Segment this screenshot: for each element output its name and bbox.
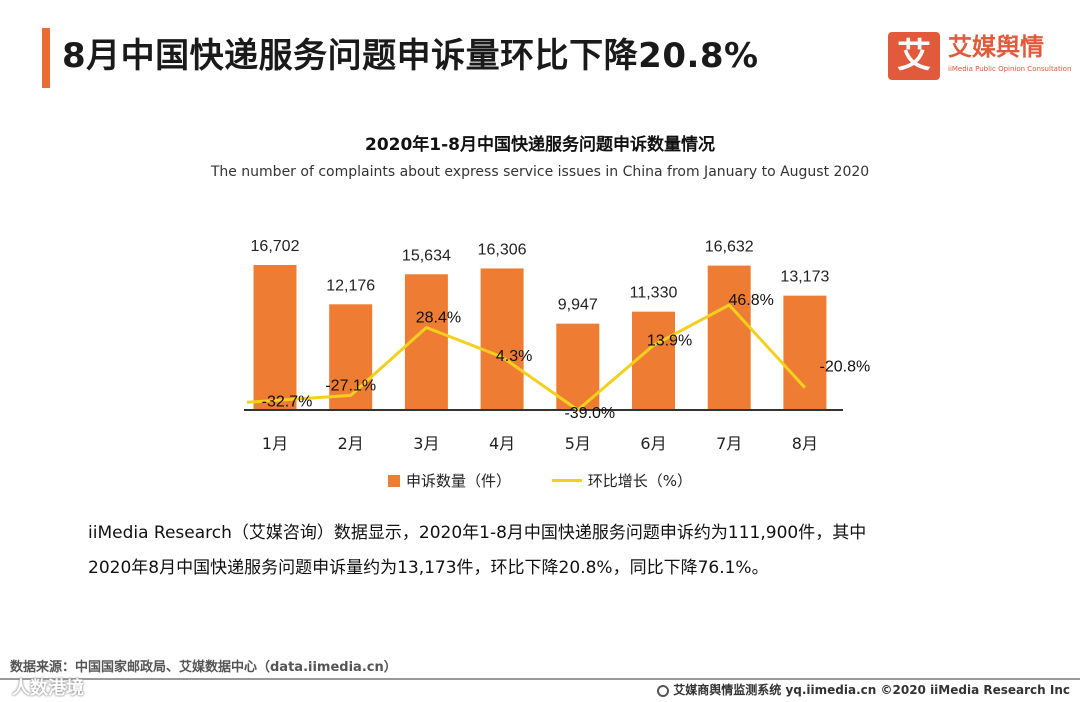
- bar-8: [783, 295, 827, 410]
- bar-5: [556, 323, 600, 410]
- globe-icon: [657, 685, 670, 697]
- chart-legend: 申诉数量（件） 环比增长（%）: [0, 470, 1080, 491]
- legend-line-label: 环比增长（%）: [587, 472, 693, 490]
- growth-label-2: -27.1%: [325, 377, 376, 394]
- growth-line: [246, 303, 807, 412]
- bar-value-label-3: 15,634: [402, 247, 451, 264]
- summary-text: iiMedia Research（艾媒咨询）数据显示，2020年1-8月中国快递…: [88, 516, 1008, 586]
- footer-credit-text: 艾媒商舆情监测系统 yq.iimedia.cn ©2020 iiMedia Re…: [673, 683, 1070, 697]
- legend-bar-label: 申诉数量（件）: [405, 472, 511, 490]
- page-title: 8月中国快递服务问题申诉量环比下降20.8%: [62, 36, 759, 76]
- logo-name: 艾媒舆情: [948, 33, 1044, 61]
- bar-value-label-2: 12,176: [326, 277, 375, 294]
- summary-line-1: iiMedia Research（艾媒咨询）数据显示，2020年1-8月中国快递…: [88, 523, 867, 543]
- complaints-chart: 16,702 1月 12,176 2月 15,634 3月 16,306 4月 9,947 5月 1…: [244, 238, 871, 453]
- bar-1: [253, 265, 297, 410]
- growth-label-8: -20.8%: [820, 359, 871, 376]
- category-label-4: 4月: [489, 434, 515, 453]
- bar-value-label-5: 9,947: [558, 297, 598, 314]
- brand-logo: 艾 艾媒舆情 iiMedia Public Opinion Consultati…: [888, 32, 1072, 82]
- bar-7: [707, 265, 751, 410]
- category-label-2: 2月: [338, 434, 364, 453]
- bar-value-label-1: 16,702: [251, 238, 300, 255]
- bar-value-label-4: 16,306: [478, 241, 527, 258]
- category-label-8: 8月: [792, 434, 818, 453]
- data-source: 数据来源：中国国家邮政局、艾媒数据中心（data.iimedia.cn）: [10, 660, 397, 675]
- bar-6: [632, 311, 675, 410]
- growth-label-7: 46.8%: [729, 292, 774, 309]
- bar-2: [329, 304, 373, 410]
- bar-value-label-6: 11,330: [630, 285, 678, 302]
- summary-line-2: 2020年8月中国快递服务问题申诉量约为13,173件，环比下降20.8%，同比…: [88, 558, 769, 578]
- legend-bar-swatch: [387, 475, 400, 487]
- legend-line-swatch: [551, 479, 582, 482]
- bar-4: [480, 268, 524, 410]
- growth-label-4: 4.3%: [496, 348, 532, 365]
- bar-value-label-8: 13,173: [780, 269, 829, 286]
- chart-subtitle: The number of complaints about express s…: [210, 164, 870, 180]
- logo-subtitle: iiMedia Public Opinion Consultation: [948, 65, 1072, 73]
- growth-label-5: -39.0%: [564, 405, 615, 422]
- footer-divider: [0, 678, 1080, 680]
- logo-mark: 艾: [888, 32, 940, 80]
- category-label-7: 7月: [716, 434, 742, 453]
- title-accent-bar: [42, 28, 50, 88]
- category-label-1: 1月: [262, 434, 288, 453]
- category-label-3: 3月: [413, 434, 439, 453]
- footer-credit: 艾媒商舆情监测系统 yq.iimedia.cn ©2020 iiMedia Re…: [657, 681, 1070, 698]
- growth-label-3: 28.4%: [416, 310, 461, 327]
- growth-label-6: 13.9%: [647, 332, 692, 349]
- category-label-6: 6月: [640, 434, 666, 453]
- watermark: 人数港境: [12, 678, 84, 699]
- bar-value-label-7: 16,632: [705, 239, 754, 256]
- category-label-5: 5月: [565, 434, 591, 453]
- chart-title: 2020年1-8月中国快递服务问题申诉数量情况: [364, 135, 716, 155]
- growth-label-1: -32.7%: [262, 393, 313, 410]
- legend-item-bars: 申诉数量（件）: [387, 470, 511, 491]
- legend-item-line: 环比增长（%）: [551, 470, 693, 491]
